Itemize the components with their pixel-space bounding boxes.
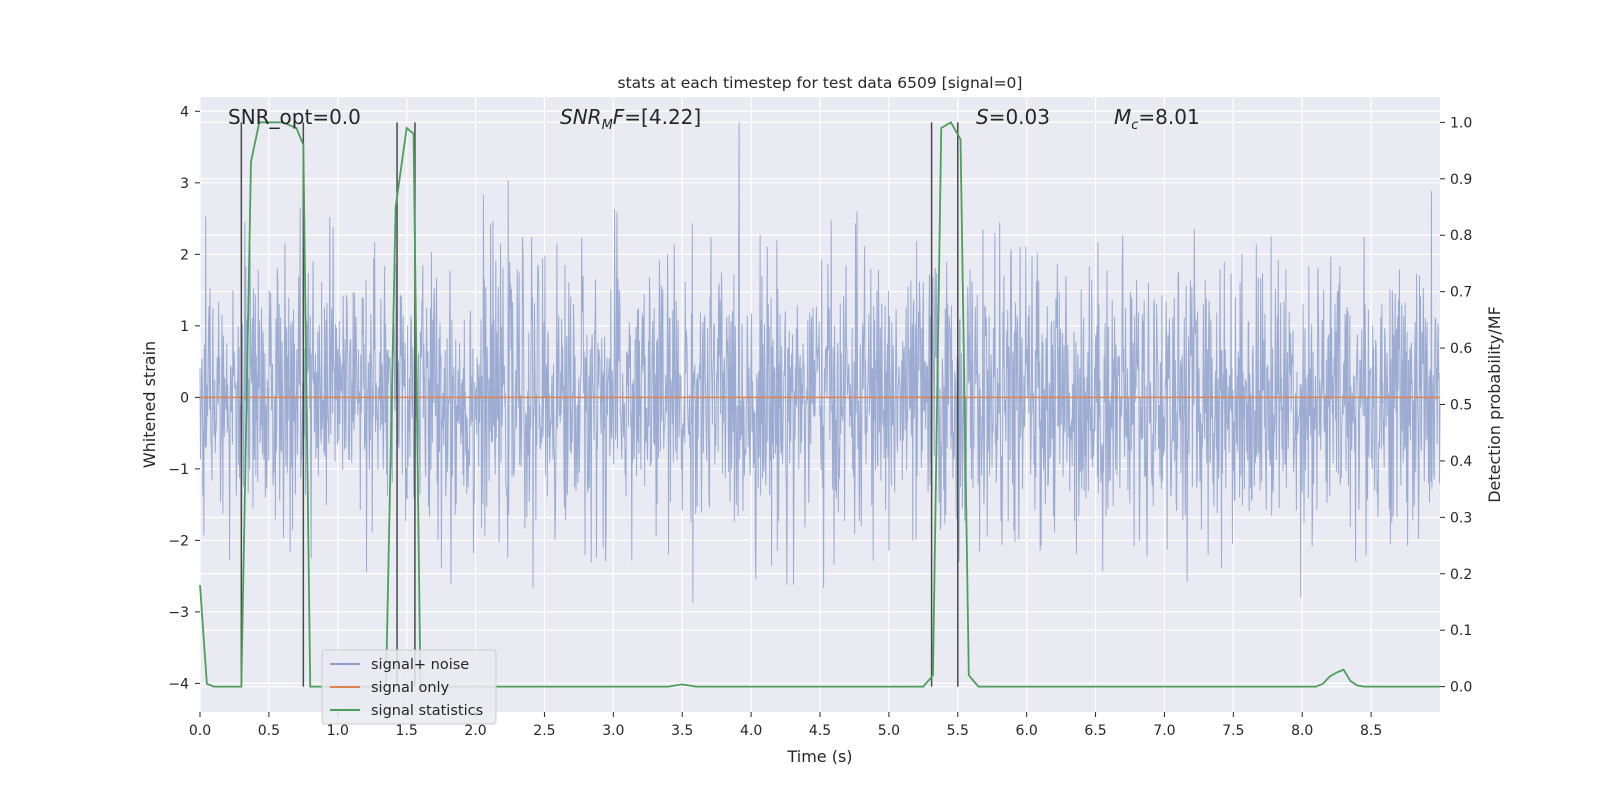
x-tick-label: 5.5: [947, 723, 969, 739]
y2-tick-label: 1.0: [1450, 115, 1472, 131]
x-tick-label: 0.0: [189, 723, 211, 739]
y2-tick-label: 0.5: [1450, 398, 1472, 414]
y-tick-label: 3: [180, 176, 189, 192]
x-tick-label: 0.5: [258, 723, 280, 739]
x-tick-label: 7.0: [1153, 723, 1175, 739]
x-tick-label: 4.0: [740, 723, 762, 739]
x-tick-label: 8.5: [1360, 723, 1382, 739]
annotation-mc: Mc=8.01: [1114, 105, 1200, 133]
y-tick-label: 1: [180, 319, 189, 335]
x-tick-label: 3.5: [671, 723, 693, 739]
y2-tick-label: 0.7: [1450, 285, 1472, 301]
x-tick-label: 1.0: [327, 723, 349, 739]
annotation-s: S=0.03: [976, 105, 1050, 129]
chart-title: stats at each timestep for test data 650…: [618, 74, 1023, 92]
x-tick-label: 8.0: [1291, 723, 1313, 739]
x-tick-label: 3.0: [602, 723, 624, 739]
x-tick-label: 6.5: [1084, 723, 1106, 739]
x-tick-label: 7.5: [1222, 723, 1244, 739]
x-tick-label: 1.5: [396, 723, 418, 739]
series-signal-noise: [199, 122, 1441, 603]
y-tick-label: 0: [180, 390, 189, 406]
y-tick-label: −3: [168, 605, 189, 621]
series-signal-statistics: [199, 121, 1440, 688]
x-tick-label: 4.5: [809, 723, 831, 739]
legend-label: signal statistics: [371, 703, 483, 719]
x-tick-label: 6.0: [1016, 723, 1038, 739]
y2-tick-label: 0.4: [1450, 454, 1472, 470]
y2-axis-label: Detection probability/MF: [1485, 306, 1504, 503]
y-tick-label: 2: [180, 247, 189, 263]
y2-tick-label: 0.9: [1450, 172, 1472, 188]
legend-label: signal+ noise: [371, 657, 469, 673]
y2-tick-label: 0.2: [1450, 567, 1472, 583]
y-axis-label: Whitened strain: [140, 341, 159, 468]
y2-tick-label: 0.6: [1450, 341, 1472, 357]
legend-box: [321, 649, 497, 725]
y-tick-label: −1: [168, 462, 189, 478]
x-axis-label: Time (s): [786, 747, 852, 766]
y2-tick-label: 0.3: [1450, 510, 1472, 526]
annotation-snr-opt: SNR_opt=0.0: [228, 105, 361, 129]
y-tick-label: 4: [180, 104, 189, 120]
y-tick-label: −4: [168, 676, 189, 692]
legend-label: signal only: [371, 680, 450, 696]
y2-tick-label: 0.0: [1450, 680, 1472, 696]
x-tick-label: 5.0: [878, 723, 900, 739]
annotation-snr-mf: SNRMF=[4.22]: [560, 105, 701, 133]
y-tick-label: −2: [168, 533, 189, 549]
x-tick-label: 2.0: [464, 723, 486, 739]
y2-tick-label: 0.1: [1450, 623, 1472, 639]
y2-tick-label: 0.8: [1450, 228, 1472, 244]
x-tick-label: 2.5: [533, 723, 555, 739]
